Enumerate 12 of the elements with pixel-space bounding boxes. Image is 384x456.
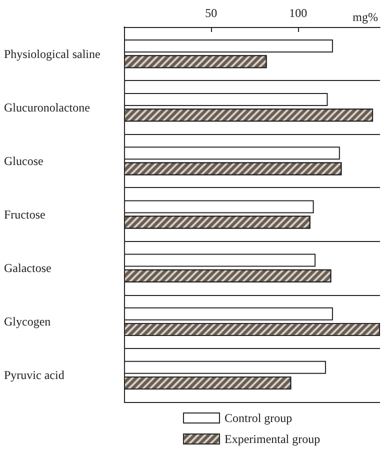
y-tick-label: Fructose (4, 208, 46, 222)
x-tick-label: 100 (289, 6, 308, 20)
legend-label: Control group (224, 411, 292, 425)
x-tick-label: 50 (205, 6, 218, 20)
x-axis-title: mg% (352, 10, 378, 24)
y-tick-label: Glucose (4, 154, 44, 168)
y-tick-label: Galactose (4, 261, 52, 276)
legend-label: Experimental group (224, 432, 320, 446)
y-tick-label: Physiological saline (4, 46, 100, 61)
y-tick-label: Glucuronolactone (4, 100, 90, 114)
y-tick-label: Pyruvic acid (4, 368, 64, 382)
y-tick-label: Glycogen (4, 314, 51, 329)
